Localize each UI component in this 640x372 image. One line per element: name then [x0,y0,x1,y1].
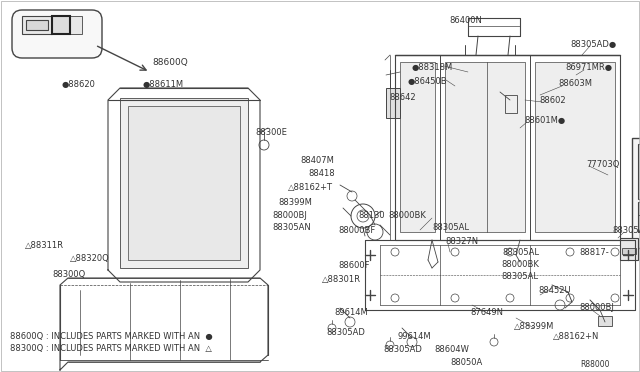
Text: ●86450B: ●86450B [408,77,447,86]
Text: ●88611M: ●88611M [143,80,184,89]
Text: 88601M●: 88601M● [524,116,565,125]
Text: 88604W: 88604W [434,345,469,354]
Text: 88452U: 88452U [538,286,571,295]
Text: 86971MR●: 86971MR● [565,63,612,72]
Text: 88305AD●: 88305AD● [570,40,616,49]
Text: 88305AN: 88305AN [272,223,311,232]
Bar [22,16,52,34]
Text: 88305AD: 88305AD [383,345,422,354]
Text: △88162+T: △88162+T [288,183,333,192]
Text: 88399M: 88399M [278,198,312,207]
Text: ●88318M: ●88318M [412,63,453,72]
Bar [638,144,640,199]
Text: 88300E: 88300E [255,128,287,137]
Text: 88000BF: 88000BF [338,226,375,235]
Bar [632,138,640,248]
Text: △88162+N: △88162+N [553,332,600,341]
Text: △88320Q: △88320Q [70,254,109,263]
Text: 77703Q: 77703Q [586,160,620,169]
Text: 88305AD: 88305AD [326,328,365,337]
Bar [52,16,70,34]
Bar [598,316,612,326]
Text: 88050A: 88050A [450,358,483,367]
Text: 89614M: 89614M [334,308,368,317]
Text: 88600F: 88600F [338,261,369,270]
Text: 88327N: 88327N [445,237,478,246]
Text: 99614M: 99614M [398,332,431,341]
Text: 86400N: 86400N [449,16,482,25]
Text: 88000BJ: 88000BJ [272,211,307,220]
Text: △88311R: △88311R [25,241,64,250]
Text: 88602: 88602 [539,96,566,105]
Bar [505,95,517,113]
Text: 88000BJ: 88000BJ [579,303,614,312]
Text: 88305AL: 88305AL [502,248,539,257]
Text: △88301R: △88301R [322,275,361,284]
Text: 88407M: 88407M [300,156,334,165]
Bar [386,88,400,118]
Text: 88130: 88130 [358,211,385,220]
Text: 88300Q : INCLUDES PARTS MARKED WITH AN  △: 88300Q : INCLUDES PARTS MARKED WITH AN △ [10,344,212,353]
Text: R88000: R88000 [580,360,609,369]
Text: △88399M: △88399M [514,322,554,331]
Bar [120,98,248,268]
Bar [622,248,636,254]
Text: 87649N: 87649N [470,308,503,317]
Text: 88817-: 88817- [579,248,609,257]
Text: 88300Q: 88300Q [52,270,85,279]
Text: 88000BK: 88000BK [388,211,426,220]
Bar [620,238,638,260]
Text: 88305AL: 88305AL [432,223,469,232]
Text: 88600Q : INCLUDES PARTS MARKED WITH AN  ●: 88600Q : INCLUDES PARTS MARKED WITH AN ● [10,332,212,341]
Bar [535,62,615,232]
FancyBboxPatch shape [12,10,102,58]
Bar [445,62,525,232]
Bar [128,106,240,260]
Text: 88603M: 88603M [558,79,592,88]
Text: ●88620: ●88620 [62,80,96,89]
Text: 88305AF: 88305AF [612,226,640,235]
Text: 88642: 88642 [389,93,415,102]
Text: 88305AL: 88305AL [501,272,538,281]
Bar [52,16,82,34]
Text: 88418: 88418 [308,169,335,178]
Bar [400,62,435,232]
Bar [638,202,640,232]
Text: 88000BK: 88000BK [501,260,539,269]
Bar [26,20,48,30]
Text: 88600Q: 88600Q [152,58,188,67]
